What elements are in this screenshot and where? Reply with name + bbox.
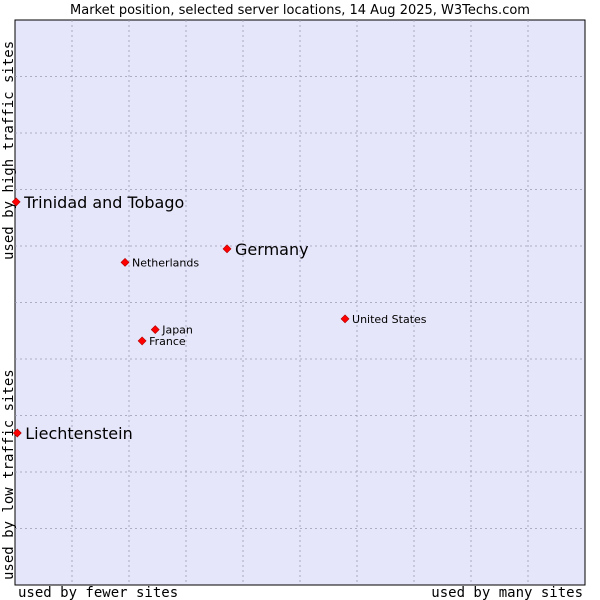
x-axis-label-left: used by fewer sites [18, 585, 178, 600]
data-point: Germany [222, 240, 309, 259]
point-label: Japan [161, 324, 193, 337]
point-label: Germany [235, 240, 309, 259]
data-point: Trinidad and Tobago [11, 193, 184, 212]
point-label: France [149, 335, 186, 348]
point-marker [150, 325, 160, 335]
point-marker [340, 314, 350, 324]
point-marker [120, 257, 130, 267]
point-label: Trinidad and Tobago [23, 193, 184, 212]
data-points: Trinidad and Tobago Germany Netherlands Uni… [11, 193, 427, 443]
point-marker [11, 197, 21, 207]
point-marker [12, 428, 22, 438]
y-axis-label-bottom: used by low traffic sites [1, 369, 17, 580]
data-point: Japan [150, 324, 193, 337]
grid-lines [15, 20, 585, 585]
point-label: United States [352, 313, 427, 326]
data-point: Netherlands [120, 256, 199, 269]
x-axis-label-right: used by many sites [431, 585, 583, 600]
point-marker [137, 336, 147, 346]
data-point: Liechtenstein [12, 424, 133, 443]
data-point: United States [340, 313, 427, 326]
point-label: Liechtenstein [25, 424, 132, 443]
y-axis-label-top: used by high traffic sites [1, 41, 17, 260]
point-marker [222, 244, 232, 254]
chart-title: Market position, selected server locatio… [70, 3, 530, 18]
data-point: France [137, 335, 186, 348]
point-label: Netherlands [132, 256, 199, 269]
